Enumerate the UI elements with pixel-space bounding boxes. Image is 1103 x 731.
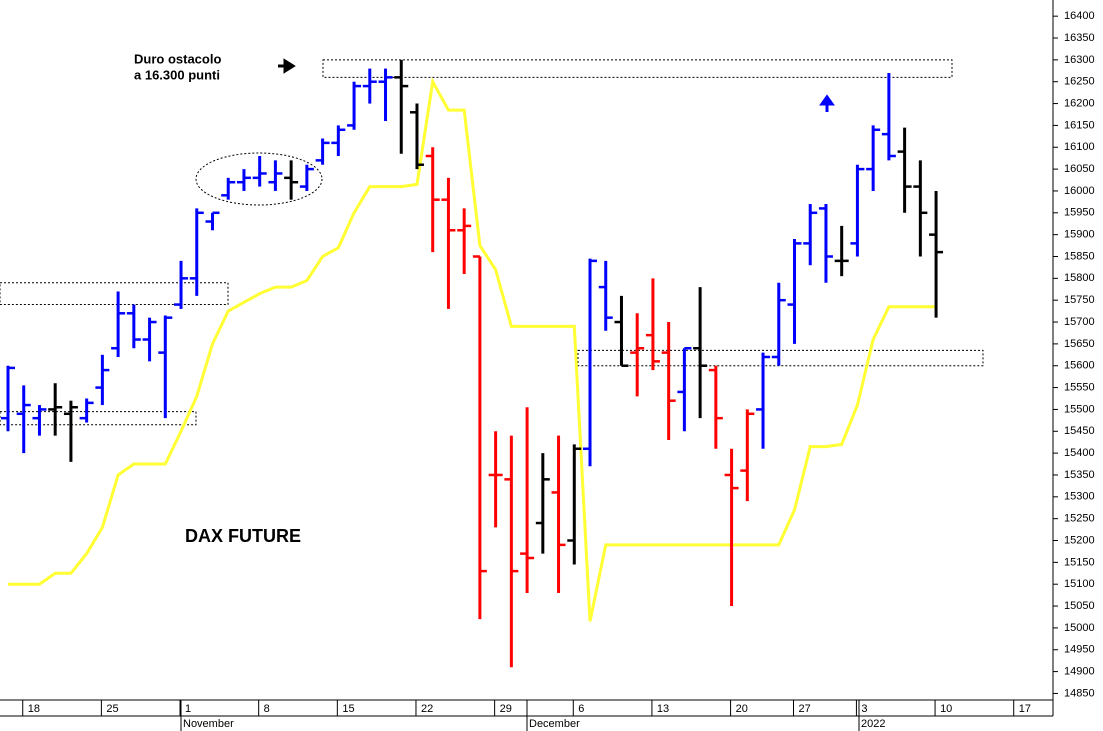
arrow — [278, 58, 296, 74]
y-tick-label: 15900 — [1064, 229, 1095, 241]
x-tick-label: 20 — [736, 703, 748, 715]
y-tick-label: 15700 — [1064, 316, 1095, 328]
y-tick-label: 15550 — [1064, 381, 1095, 393]
month-label: December — [529, 718, 580, 730]
y-tick-label: 15650 — [1064, 338, 1095, 350]
y-tick-label: 16250 — [1064, 76, 1095, 88]
y-tick-label: 15600 — [1064, 360, 1095, 372]
y-tick-label: 15200 — [1064, 534, 1095, 546]
x-tick-label: 27 — [799, 703, 811, 715]
zone — [577, 349, 984, 367]
x-tick-label: 13 — [657, 703, 669, 715]
chart-title: DAX FUTURE — [185, 526, 301, 546]
month-label: November — [183, 718, 234, 730]
x-tick-label: 8 — [264, 703, 270, 715]
y-tick-label: 15100 — [1064, 578, 1095, 590]
x-tick-label: 10 — [940, 703, 952, 715]
y-tick-label: 15450 — [1064, 425, 1095, 437]
zone — [0, 411, 197, 426]
x-tick-label: 1 — [185, 703, 191, 715]
annotation: Duro ostacolo — [134, 51, 221, 66]
y-tick-label: 15250 — [1064, 513, 1095, 525]
y-tick-label: 15350 — [1064, 469, 1095, 481]
x-tick-label: 18 — [28, 703, 40, 715]
y-tick-label: 16150 — [1064, 119, 1095, 131]
y-tick-label: 15750 — [1064, 294, 1095, 306]
y-tick-label: 16300 — [1064, 54, 1095, 66]
highlight-ellipse — [195, 152, 323, 206]
x-tick-label: 6 — [578, 703, 584, 715]
annotation: a 16.300 punti — [134, 67, 220, 82]
y-tick-label: 15000 — [1064, 622, 1095, 634]
month-label: 2022 — [861, 718, 885, 730]
y-tick-label: 16350 — [1064, 32, 1095, 44]
y-tick-label: 15500 — [1064, 403, 1095, 415]
zone — [322, 59, 953, 78]
y-tick-label: 15850 — [1064, 250, 1095, 262]
y-tick-label: 16400 — [1064, 10, 1095, 22]
x-tick-label: 3 — [861, 703, 867, 715]
y-tick-label: 15300 — [1064, 491, 1095, 503]
line — [8, 77, 937, 622]
y-tick-label: 15150 — [1064, 556, 1095, 568]
arrow — [819, 94, 835, 112]
y-tick-label: 15400 — [1064, 447, 1095, 459]
y-tick-label: 16050 — [1064, 163, 1095, 175]
y-tick-label: 16100 — [1064, 141, 1095, 153]
y-tick-label: 14950 — [1064, 644, 1095, 656]
x-tick-label: 25 — [106, 703, 118, 715]
zone — [0, 282, 229, 306]
y-tick-label: 15950 — [1064, 207, 1095, 219]
y-tick-label: 14850 — [1064, 687, 1095, 699]
y-tick-label: 16000 — [1064, 185, 1095, 197]
y-tick-label: 15050 — [1064, 600, 1095, 612]
x-tick-label: 15 — [342, 703, 354, 715]
y-tick-label: 15800 — [1064, 272, 1095, 284]
y-tick-label: 16200 — [1064, 97, 1095, 109]
x-tick-label: 22 — [421, 703, 433, 715]
x-tick-label: 17 — [1019, 703, 1031, 715]
x-tick-label: 29 — [500, 703, 512, 715]
y-tick-label: 14900 — [1064, 666, 1095, 678]
